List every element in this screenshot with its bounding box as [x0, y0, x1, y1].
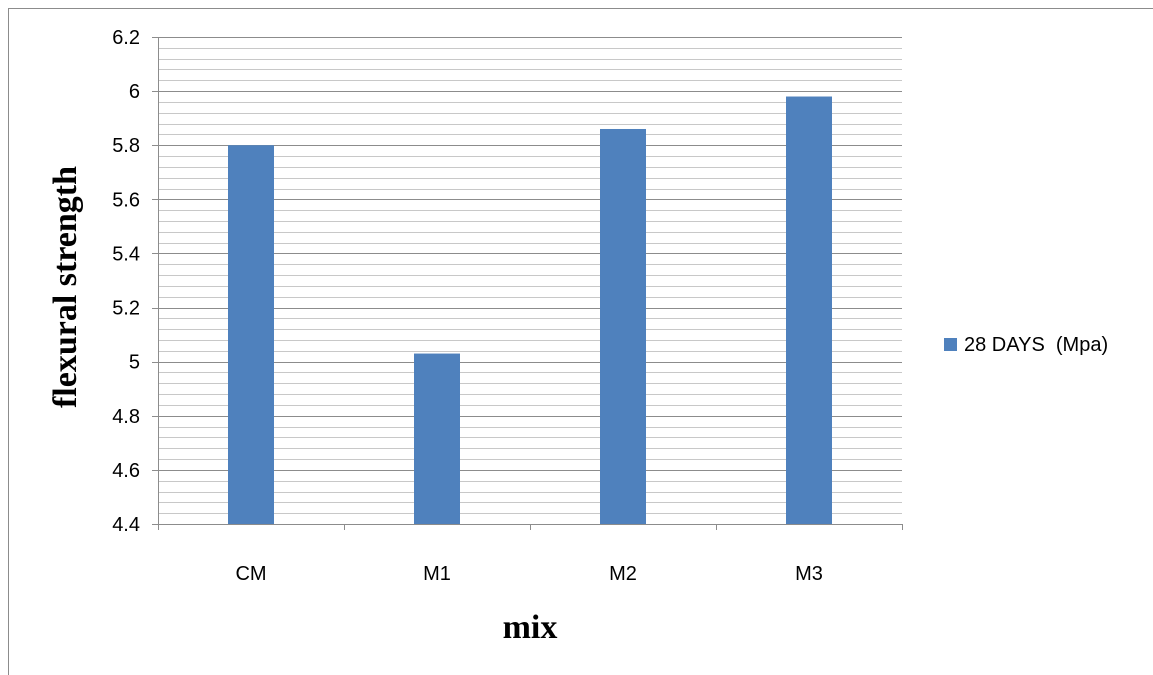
y-tick-label: 5.4 — [112, 243, 140, 265]
bars — [228, 96, 832, 525]
x-tick-label: M1 — [423, 563, 451, 585]
bar-m2 — [600, 128, 646, 524]
y-tick-label: 4.6 — [112, 460, 140, 482]
y-tick-label: 5.8 — [112, 135, 140, 157]
chart-frame — [8, 8, 1153, 675]
y-tick-label: 6 — [129, 81, 140, 103]
y-tick-label: 4.8 — [112, 406, 140, 428]
x-axis-title: mix — [503, 609, 558, 646]
gridlines — [152, 37, 902, 525]
y-tick-label: 4.4 — [112, 514, 140, 536]
bar-m3 — [786, 96, 832, 525]
bar-cm — [228, 145, 274, 524]
legend: 28 DAYS (Mpa) — [944, 334, 1108, 356]
y-axis-title: flexural strength — [47, 166, 84, 408]
bar-m1 — [414, 353, 460, 524]
y-tick-label: 6.2 — [112, 27, 140, 49]
y-tick-labels: 4.4 4.6 4.8 5 5.2 5.4 5.6 5.8 6 6.2 — [112, 27, 140, 536]
y-tick-label: 5.6 — [112, 189, 140, 211]
y-tick-label: 5.2 — [112, 298, 140, 320]
y-tick-label: 5 — [129, 352, 140, 374]
legend-swatch — [944, 338, 957, 351]
x-tick-label: CM — [235, 563, 266, 585]
x-tick-label: M2 — [609, 563, 637, 585]
legend-label: 28 DAYS (Mpa) — [964, 334, 1108, 356]
x-tick-label: M3 — [795, 563, 823, 585]
x-tick-labels: CM M1 M2 M3 — [235, 524, 903, 585]
